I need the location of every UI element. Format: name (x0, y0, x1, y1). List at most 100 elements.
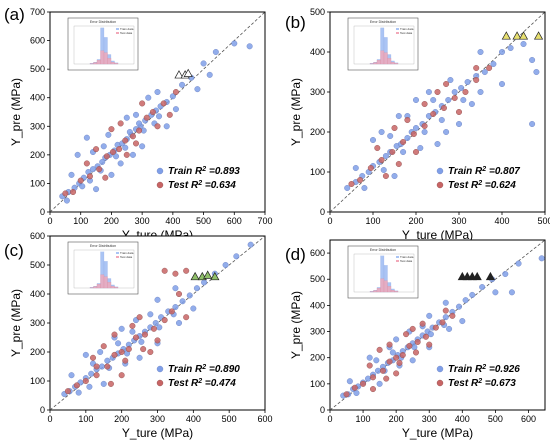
test-point (413, 349, 420, 356)
test-point (386, 358, 393, 365)
inset-test-bar (96, 60, 101, 65)
test-point (442, 307, 449, 314)
inset-title: Error Distribution (90, 244, 116, 248)
x-tick-label: 100 (356, 414, 371, 424)
x-axis-title: Y_ture (MPa) (402, 228, 473, 242)
panel-a: 0 100 200 300 400 500 600 700 0 100 200 300 400 500 60… (4, 5, 273, 242)
inset-test-bar (376, 60, 381, 65)
test-point (149, 108, 156, 115)
scatter-points (344, 41, 540, 191)
legend-train-marker (436, 365, 444, 373)
train-point (409, 357, 416, 364)
y-axis-title: Y_pre (MPa) (289, 78, 303, 146)
inset-test-bar (100, 274, 105, 289)
train-point (366, 354, 373, 361)
y-tick-label: 400 (310, 47, 325, 57)
x-tick-label: 0 (327, 216, 332, 226)
train-point (374, 367, 381, 374)
y-tick-label: 400 (30, 289, 45, 299)
test-point (93, 372, 100, 379)
train-point (353, 390, 360, 397)
y-tick-label: 0 (40, 207, 45, 217)
y-tick-label: 100 (30, 178, 45, 188)
test-point (89, 354, 96, 361)
test-point (399, 352, 406, 359)
train-point (154, 296, 161, 303)
train-point (445, 96, 452, 103)
train-point (156, 324, 163, 331)
train-point (100, 380, 107, 387)
inset-legend-train: Train data (400, 255, 414, 259)
y-tick-label: 600 (310, 248, 325, 258)
test-point (136, 127, 143, 134)
test-point (116, 146, 123, 153)
test-point (406, 342, 413, 349)
inset-test-bar (380, 278, 385, 293)
train-point (68, 171, 75, 178)
train-point (118, 325, 125, 332)
inset-test-bar (103, 52, 108, 65)
legend-test-marker (156, 181, 164, 189)
inset-legend-test-swatch (396, 260, 399, 262)
y-tick-label: 500 (310, 7, 325, 17)
train-point (147, 311, 154, 318)
train-point (460, 96, 467, 103)
test-point (175, 291, 182, 298)
test-point (400, 138, 407, 145)
test-point (154, 123, 161, 130)
test-point (172, 270, 179, 277)
y-axis-title: Y_pre (MPa) (289, 291, 303, 359)
train-point (136, 354, 143, 361)
train-point (417, 144, 424, 151)
train-point (391, 172, 398, 179)
y-tick-label: 300 (310, 327, 325, 337)
train-point (138, 338, 145, 345)
test-point (161, 317, 168, 324)
test-point (83, 160, 90, 167)
inset-test-bar (390, 61, 395, 65)
triangle-marker (512, 31, 522, 40)
train-point (104, 357, 111, 364)
test-point (410, 130, 417, 137)
y-tick-label: 500 (30, 260, 45, 270)
test-r2-value: 0.624 (491, 180, 516, 191)
legend-train-label: Train R2 =0.807 (448, 166, 520, 178)
scatter-points (59, 40, 253, 204)
y-tick-label: 100 (310, 379, 325, 389)
test-point (132, 140, 139, 147)
test-point (122, 137, 129, 144)
train-point (352, 164, 359, 171)
train-point (477, 49, 484, 56)
train-point (413, 96, 420, 103)
train-point (370, 136, 377, 143)
train-point (451, 88, 458, 95)
train-point (458, 84, 465, 91)
train-point (175, 320, 182, 327)
train-point (98, 363, 105, 370)
train-point (93, 186, 100, 193)
test-point (351, 384, 358, 391)
train-point (193, 285, 200, 292)
train-point (508, 289, 515, 296)
y-tick-label: 0 (320, 405, 325, 415)
inset-test-bar (114, 287, 119, 289)
train-point (447, 76, 454, 83)
test-point (409, 325, 416, 332)
test-point (367, 164, 374, 171)
legend-test-marker (436, 379, 444, 387)
panel-b: 0 100 200 300 400 500 0 100 200 300 400 500 Y_ture (… (285, 7, 550, 242)
inset-legend-test-swatch (116, 256, 119, 258)
test-point (161, 267, 168, 274)
train-point (156, 113, 163, 120)
inset-legend-test: Test data (120, 255, 133, 259)
test-point (150, 325, 157, 332)
train-point (231, 40, 238, 47)
train-point (490, 61, 497, 68)
test-point (383, 375, 390, 382)
train-point (172, 106, 179, 113)
x-tick-label: 500 (488, 414, 503, 424)
train-point (382, 152, 389, 159)
test-point (486, 64, 493, 71)
inset-title: Error Distribution (370, 20, 396, 24)
